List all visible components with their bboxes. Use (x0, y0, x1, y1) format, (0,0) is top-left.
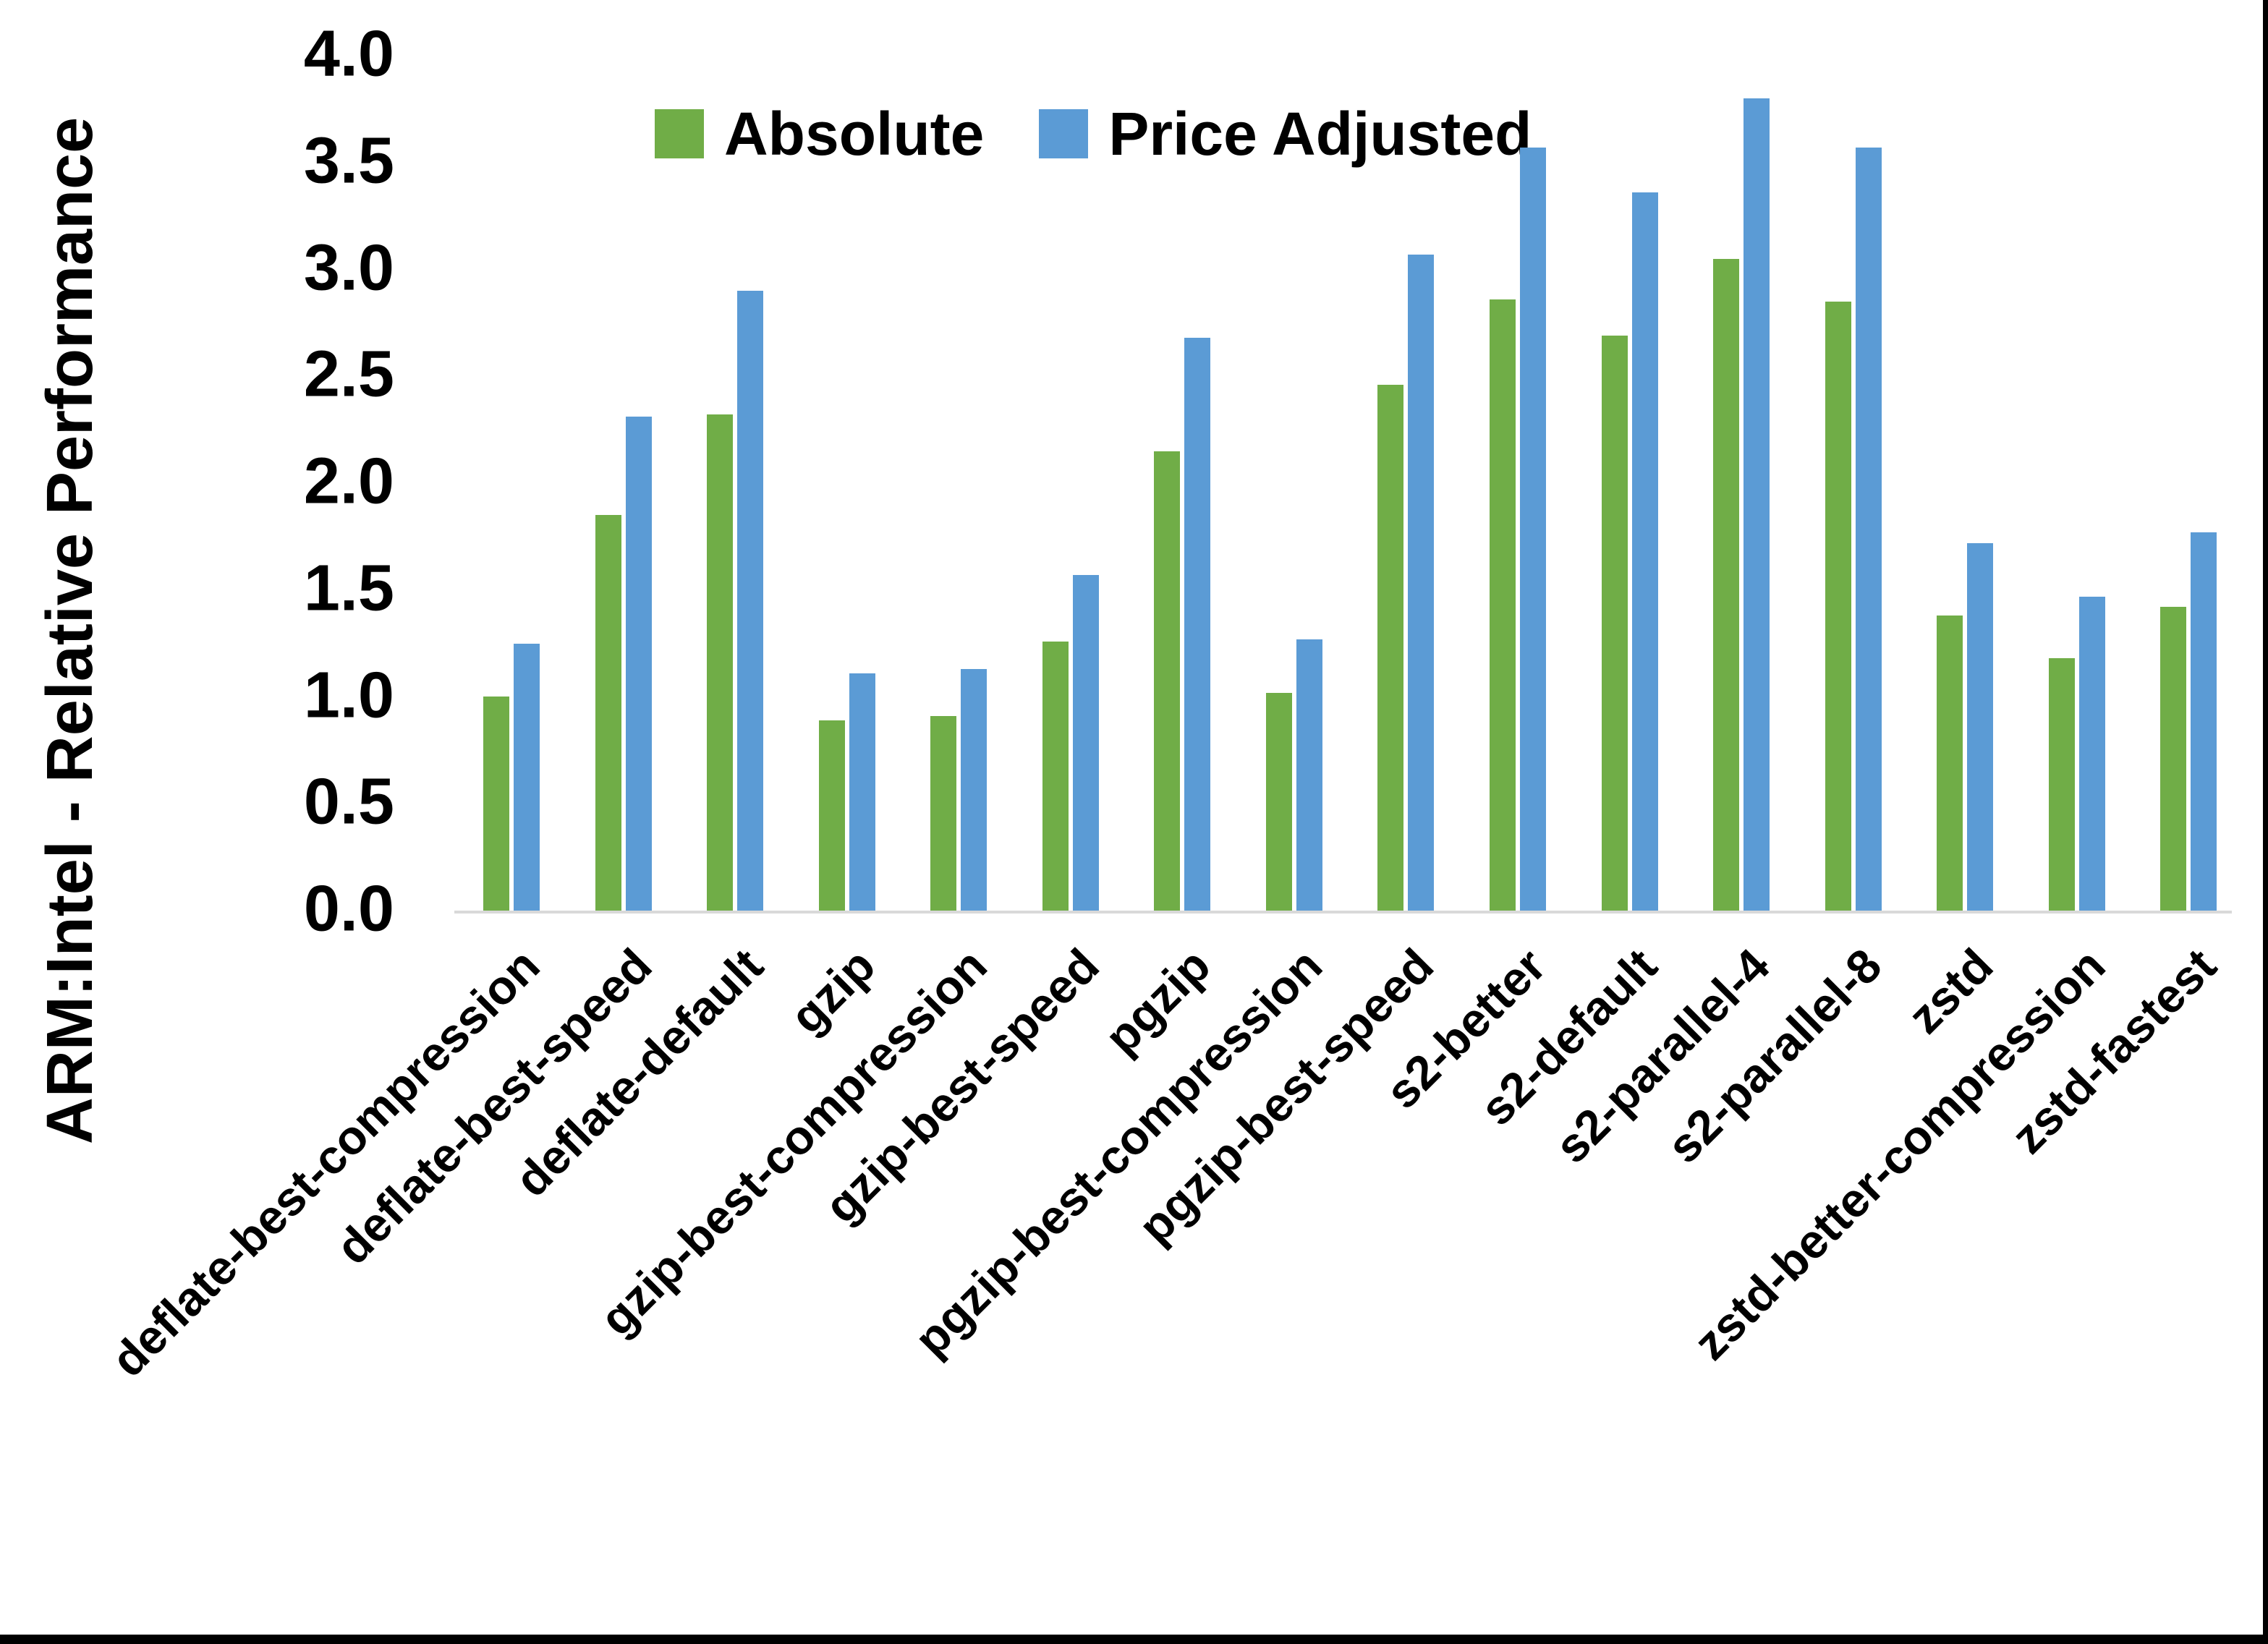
bar-absolute-pgzip-best-compression (1266, 693, 1292, 911)
bar-absolute-zstd (1937, 616, 1963, 911)
image-border-right (2263, 0, 2268, 1644)
bar-price-adjusted-pgzip-best-compression (1296, 639, 1322, 911)
chart-legend: Absolute Price Adjusted (655, 103, 1532, 164)
bar-price-adjusted-deflate-best-speed (626, 417, 652, 911)
y-tick-label-3.0: 3.0 (303, 231, 394, 304)
y-tick-label-2.0: 2.0 (303, 445, 394, 518)
legend-item-price-adjusted: Price Adjusted (1039, 103, 1532, 164)
y-tick-label-2.5: 2.5 (303, 338, 394, 411)
bar-price-adjusted-gzip-best-speed (1073, 575, 1099, 911)
bar-absolute-pgzip-best-speed (1377, 385, 1403, 911)
x-category-label-deflate-best-compression: deflate-best-compression (101, 938, 550, 1387)
bar-absolute-s2-parallel-8 (1825, 302, 1851, 911)
bar-price-adjusted-deflate-default (737, 291, 763, 911)
bar-absolute-s2-parallel-4 (1713, 259, 1739, 911)
y-tick-label-0.5: 0.5 (303, 765, 394, 838)
bar-absolute-zstd-better-compression (2049, 658, 2075, 911)
y-tick-label-4.0: 4.0 (303, 17, 394, 90)
legend-swatch-absolute-icon (655, 109, 704, 158)
x-category-label-zstd: zstd (1897, 938, 2003, 1044)
x-axis-line (454, 911, 2232, 913)
bar-absolute-gzip (819, 720, 845, 911)
legend-label-absolute: Absolute (724, 100, 985, 168)
legend-label-price-adjusted: Price Adjusted (1108, 100, 1532, 168)
x-category-label-gzip: gzip (779, 938, 885, 1044)
y-tick-label-0.0: 0.0 (303, 872, 394, 945)
y-tick-label-3.5: 3.5 (303, 124, 394, 197)
bar-price-adjusted-pgzip-best-speed (1408, 255, 1434, 911)
bar-price-adjusted-gzip (849, 673, 875, 911)
bar-price-adjusted-pgzip (1184, 338, 1210, 911)
bar-absolute-deflate-best-compression (483, 697, 509, 911)
bar-price-adjusted-deflate-best-compression (514, 644, 540, 911)
bar-absolute-gzip-best-compression (930, 716, 956, 911)
legend-swatch-price-adjusted-icon (1039, 109, 1089, 158)
bar-price-adjusted-zstd-better-compression (2079, 597, 2105, 911)
bar-absolute-deflate-best-speed (595, 515, 621, 911)
legend-item-absolute: Absolute (655, 103, 984, 164)
bar-absolute-s2-default (1602, 336, 1628, 911)
bar-absolute-pgzip (1154, 451, 1180, 911)
bar-price-adjusted-gzip-best-compression (961, 669, 987, 911)
bar-price-adjusted-s2-better (1520, 148, 1546, 911)
bar-absolute-s2-better (1490, 299, 1516, 911)
image-border-bottom (0, 1635, 2268, 1644)
bar-price-adjusted-s2-parallel-8 (1856, 148, 1882, 911)
bar-price-adjusted-zstd (1967, 543, 1993, 911)
y-axis-title: ARM:Intel - Relative Performance (34, 116, 106, 1145)
bar-price-adjusted-s2-parallel-4 (1744, 98, 1770, 911)
bar-absolute-zstd-fastest (2160, 607, 2186, 911)
y-tick-label-1.0: 1.0 (303, 658, 394, 731)
bar-absolute-deflate-default (707, 414, 733, 911)
bar-price-adjusted-s2-default (1632, 192, 1658, 911)
bar-price-adjusted-zstd-fastest (2191, 532, 2217, 911)
y-tick-label-1.5: 1.5 (303, 552, 394, 625)
bar-absolute-gzip-best-speed (1042, 642, 1069, 911)
